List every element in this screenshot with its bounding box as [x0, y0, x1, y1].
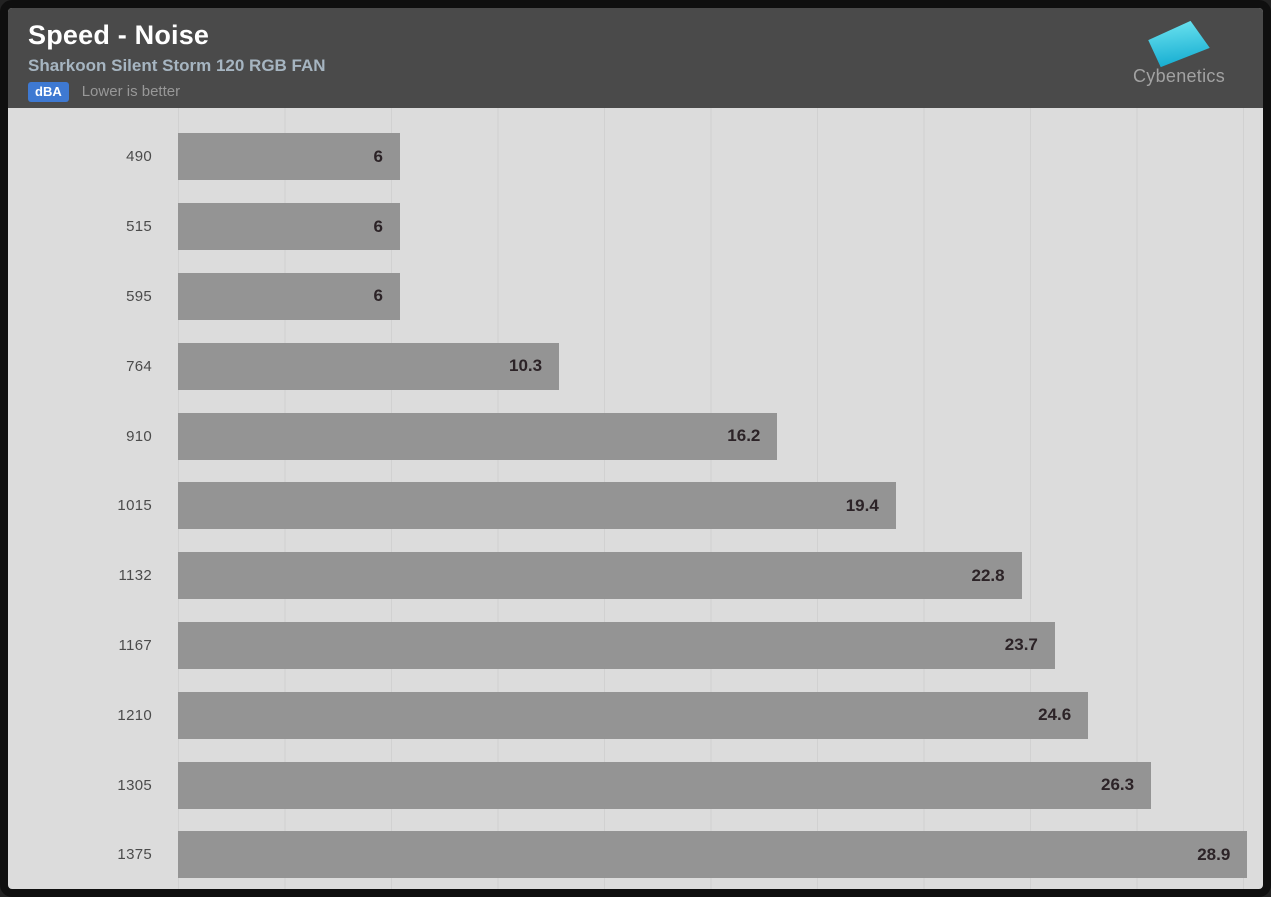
- value-label: 26.3: [1101, 775, 1135, 795]
- category-label: 490: [126, 148, 152, 166]
- chart-row: 1210 24.6: [8, 680, 1263, 750]
- bar-track: 6: [178, 133, 1263, 181]
- value-label: 6: [373, 216, 383, 236]
- chart-header: Speed - Noise Sharkoon Silent Storm 120 …: [8, 8, 1263, 108]
- value-label: 19.4: [845, 495, 879, 515]
- value-label: 28.9: [1197, 844, 1231, 864]
- cybenetics-logo-text: Cybenetics: [1132, 66, 1226, 86]
- bar: 26.3: [178, 761, 1152, 809]
- cybenetics-logo: Cybenetics: [1121, 19, 1237, 87]
- chart-rows: 490 6 515 6 595 6 764 10.3 910 16.2 1015 19.4 1132 22…: [8, 122, 1263, 889]
- value-label: 24.6: [1038, 705, 1072, 725]
- bar: 22.8: [178, 552, 1022, 600]
- category-label: 595: [126, 287, 152, 305]
- bar: 16.2: [178, 412, 778, 460]
- chart-meta-row: dBA Lower is better: [28, 81, 1263, 102]
- chart-row: 1375 28.9: [8, 820, 1263, 889]
- chart-row: 910 16.2: [8, 401, 1263, 471]
- bar: 6: [178, 133, 400, 181]
- category-label: 515: [126, 218, 152, 236]
- chart-row: 595 6: [8, 262, 1263, 332]
- chart-row: 764 10.3: [8, 331, 1263, 401]
- bar-track: 19.4: [178, 482, 1263, 530]
- chart-row: 1167 23.7: [8, 611, 1263, 681]
- bar: 28.9: [178, 831, 1248, 879]
- bar-chart: 490 6 515 6 595 6 764 10.3 910 16.2 1015 19.4 1132 22…: [8, 108, 1263, 889]
- value-label: 16.2: [727, 426, 761, 446]
- bar-track: 26.3: [178, 761, 1263, 809]
- bar-track: 28.9: [178, 831, 1263, 879]
- bar: 10.3: [178, 342, 560, 390]
- category-label: 1015: [117, 497, 152, 515]
- bar: 23.7: [178, 621, 1055, 669]
- chart-row: 1305 26.3: [8, 750, 1263, 820]
- category-label: 764: [126, 357, 152, 375]
- bar-track: 6: [178, 272, 1263, 320]
- bar: 19.4: [178, 482, 896, 530]
- bar: 24.6: [178, 691, 1089, 739]
- lower-is-better-note: Lower is better: [81, 83, 181, 101]
- bar-track: 23.7: [178, 621, 1263, 669]
- bar-track: 10.3: [178, 342, 1263, 390]
- value-label: 6: [373, 286, 383, 306]
- chart-subtitle: Sharkoon Silent Storm 120 RGB FAN: [28, 55, 326, 75]
- chart-row: 515 6: [8, 192, 1263, 262]
- value-label: 10.3: [509, 356, 543, 376]
- category-label: 1210: [117, 706, 152, 724]
- bar-track: 24.6: [178, 691, 1263, 739]
- chart-row: 1132 22.8: [8, 541, 1263, 611]
- category-label: 1132: [118, 567, 152, 585]
- category-label: 1305: [117, 776, 152, 794]
- unit-badge: dBA: [28, 81, 69, 102]
- category-label: 910: [126, 427, 152, 445]
- category-label: 1167: [118, 636, 152, 654]
- chart-row: 490 6: [8, 122, 1263, 192]
- page-title: Speed - Noise: [28, 20, 210, 50]
- value-label: 22.8: [971, 565, 1005, 585]
- category-label: 1375: [117, 846, 152, 864]
- value-label: 23.7: [1004, 635, 1038, 655]
- cybenetics-logo-icon: [1148, 20, 1210, 68]
- bar-track: 6: [178, 203, 1263, 251]
- chart-row: 1015 19.4: [8, 471, 1263, 541]
- bar: 6: [178, 272, 400, 320]
- bar-track: 22.8: [178, 552, 1263, 600]
- bar: 6: [178, 203, 400, 251]
- value-label: 6: [373, 146, 383, 166]
- bar-track: 16.2: [178, 412, 1263, 460]
